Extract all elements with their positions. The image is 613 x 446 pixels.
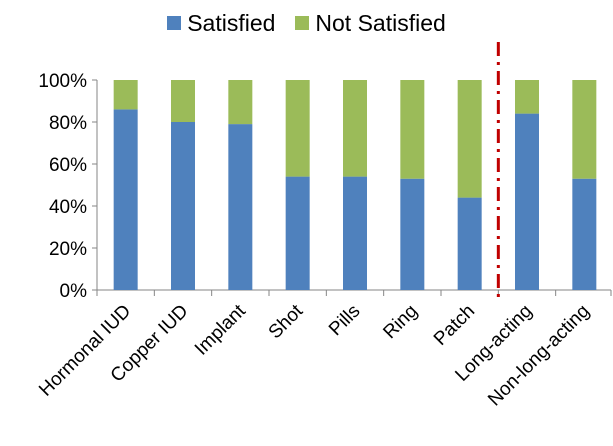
legend-swatch-satisfied <box>167 16 182 30</box>
bar-satisfied <box>400 178 425 290</box>
bar-satisfied <box>228 124 253 290</box>
bar-satisfied <box>343 176 367 290</box>
x-category-label: Pills <box>325 301 364 340</box>
x-category-label: Ring <box>379 301 421 343</box>
x-category-label: Patch <box>430 301 479 350</box>
y-tick-label: 100% <box>38 71 87 92</box>
bar-not-satisfied <box>343 80 367 177</box>
legend-swatch-not-satisfied <box>295 16 310 30</box>
bar-satisfied <box>515 113 539 290</box>
bar-satisfied <box>171 122 195 290</box>
x-category-label: Non-long-acting <box>484 301 594 411</box>
y-tick-label: 40% <box>49 197 87 218</box>
bar-not-satisfied <box>285 80 310 177</box>
legend: Satisfied Not Satisfied <box>0 6 613 40</box>
bar-not-satisfied <box>171 80 195 122</box>
x-category-label: Implant <box>191 300 250 359</box>
legend-label-not-satisfied: Not Satisfied <box>315 9 446 36</box>
bar-not-satisfied <box>515 80 539 114</box>
y-tick-label: 0% <box>60 281 88 302</box>
bar-satisfied <box>572 178 597 290</box>
bar-satisfied <box>113 109 138 291</box>
legend-item-satisfied: Satisfied <box>167 10 275 37</box>
legend-item-not-satisfied: Not Satisfied <box>295 9 446 37</box>
y-tick-label: 20% <box>49 239 87 260</box>
bar-not-satisfied <box>400 80 425 179</box>
y-tick-label: 80% <box>49 113 87 134</box>
x-category-label: Shot <box>265 300 308 343</box>
bar-satisfied <box>285 176 310 290</box>
bar-not-satisfied <box>228 80 253 125</box>
y-tick-label: 60% <box>49 155 87 176</box>
legend-label-satisfied: Satisfied <box>187 9 276 36</box>
bar-not-satisfied <box>457 80 482 198</box>
bar-satisfied <box>457 197 482 290</box>
bar-not-satisfied <box>113 80 138 110</box>
bar-not-satisfied <box>572 80 597 179</box>
